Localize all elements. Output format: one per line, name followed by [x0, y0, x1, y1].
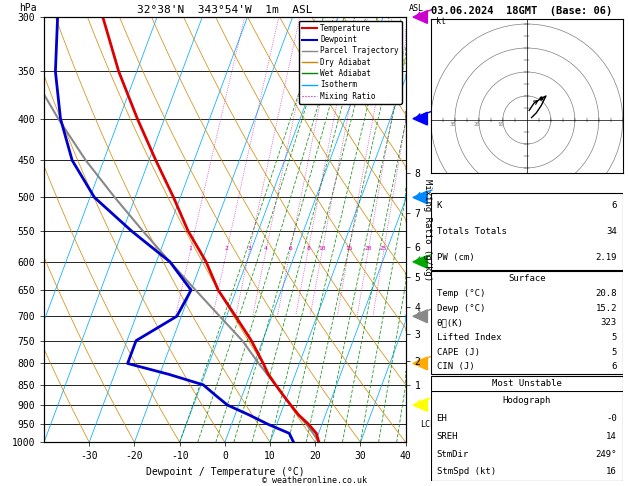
- Text: Totals Totals: Totals Totals: [437, 227, 506, 236]
- Text: Dewp (°C): Dewp (°C): [437, 304, 485, 312]
- Text: 5: 5: [611, 347, 617, 357]
- Polygon shape: [413, 112, 428, 125]
- Polygon shape: [413, 310, 428, 323]
- Text: 34: 34: [606, 227, 617, 236]
- Text: 6: 6: [611, 363, 617, 371]
- Text: 323: 323: [601, 318, 617, 327]
- Text: 15: 15: [345, 246, 352, 251]
- Text: θᴄ(K): θᴄ(K): [437, 318, 464, 327]
- Title: 32°38'N  343°54'W  1m  ASL: 32°38'N 343°54'W 1m ASL: [137, 5, 313, 15]
- Text: 5: 5: [611, 426, 617, 435]
- Text: CAPE (J): CAPE (J): [437, 442, 480, 451]
- Text: StmDir: StmDir: [437, 450, 469, 459]
- Legend: Temperature, Dewpoint, Parcel Trajectory, Dry Adiabat, Wet Adiabat, Isotherm, Mi: Temperature, Dewpoint, Parcel Trajectory…: [299, 21, 402, 104]
- Bar: [431, 192, 623, 270]
- Text: 20: 20: [473, 122, 480, 127]
- Text: Temp (°C): Temp (°C): [437, 289, 485, 298]
- Text: 1: 1: [189, 246, 192, 251]
- Text: -0: -0: [606, 414, 617, 423]
- Text: 10: 10: [318, 246, 326, 251]
- Text: 20: 20: [364, 246, 372, 251]
- Text: Pressure (mb): Pressure (mb): [437, 395, 506, 403]
- Polygon shape: [413, 399, 428, 412]
- Text: hPa: hPa: [19, 3, 36, 13]
- Text: © weatheronline.co.uk: © weatheronline.co.uk: [262, 476, 367, 485]
- Text: CIN (J): CIN (J): [437, 363, 474, 371]
- Text: StmSpd (kt): StmSpd (kt): [437, 468, 496, 476]
- Text: 20.8: 20.8: [596, 289, 617, 298]
- Text: 323: 323: [601, 410, 617, 419]
- Text: 6: 6: [611, 457, 617, 466]
- Text: 8: 8: [306, 246, 310, 251]
- Text: PW (cm): PW (cm): [437, 253, 474, 261]
- Text: kt: kt: [436, 17, 446, 26]
- Polygon shape: [413, 357, 428, 370]
- Text: 15.2: 15.2: [596, 304, 617, 312]
- Text: Lifted Index: Lifted Index: [437, 333, 501, 342]
- Text: 6: 6: [611, 201, 617, 210]
- Text: Most Unstable: Most Unstable: [492, 379, 562, 388]
- Text: 3: 3: [247, 246, 251, 251]
- Text: 14: 14: [606, 432, 617, 441]
- Text: 03.06.2024  18GMT  (Base: 06): 03.06.2024 18GMT (Base: 06): [431, 6, 612, 16]
- Polygon shape: [413, 11, 428, 23]
- Text: Surface: Surface: [508, 274, 545, 283]
- Text: 10: 10: [497, 122, 503, 127]
- Text: 2.19: 2.19: [596, 253, 617, 261]
- Text: 2: 2: [225, 246, 229, 251]
- Text: 16: 16: [606, 468, 617, 476]
- Text: K: K: [437, 201, 442, 210]
- Text: 5: 5: [611, 442, 617, 451]
- Text: CAPE (J): CAPE (J): [437, 347, 480, 357]
- Bar: [431, 272, 623, 374]
- Text: Hodograph: Hodograph: [503, 396, 551, 405]
- Text: Lifted Index: Lifted Index: [437, 426, 501, 435]
- Text: 1016: 1016: [596, 395, 617, 403]
- Text: LCL: LCL: [420, 419, 435, 429]
- Y-axis label: Mixing Ratio (g/kg): Mixing Ratio (g/kg): [423, 178, 431, 281]
- Text: CIN (J): CIN (J): [437, 457, 474, 466]
- Polygon shape: [413, 256, 428, 268]
- Text: 30: 30: [450, 122, 456, 127]
- Text: 4: 4: [264, 246, 268, 251]
- Text: EH: EH: [437, 414, 447, 423]
- Text: SREH: SREH: [437, 432, 458, 441]
- Text: 249°: 249°: [596, 450, 617, 459]
- Text: θᴄ (K): θᴄ (K): [437, 410, 469, 419]
- Text: 6: 6: [288, 246, 292, 251]
- Polygon shape: [413, 191, 428, 204]
- Text: 5: 5: [611, 333, 617, 342]
- Text: km
ASL: km ASL: [409, 0, 425, 13]
- Bar: [431, 376, 623, 469]
- Text: 25: 25: [380, 246, 387, 251]
- X-axis label: Dewpoint / Temperature (°C): Dewpoint / Temperature (°C): [145, 467, 304, 477]
